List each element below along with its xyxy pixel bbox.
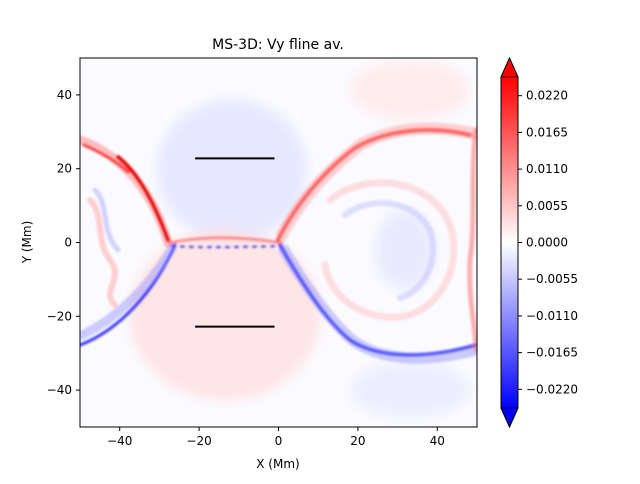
colorbar-outline (500, 56, 519, 429)
background-tints (130, 60, 470, 418)
x-point-blue-spots (171, 245, 281, 249)
colorbar-tick-label: 0.0110 (526, 162, 568, 176)
left-loop-lower-blue-halo (80, 243, 177, 340)
right-loop-inner-ring-2 (342, 200, 437, 301)
right-top-red-tint (350, 60, 470, 120)
colorbar-tick-label: −0.0055 (526, 272, 578, 286)
right-loop-outer-edge (467, 127, 477, 353)
x-tick-label: 40 (430, 434, 445, 448)
y-tick-label: 20 (57, 162, 72, 176)
upper-blue-tint (157, 100, 307, 240)
colorbar-gradient (501, 77, 518, 408)
right-loop-blue-core (375, 210, 435, 290)
lower-red-tint (130, 230, 320, 400)
colorbar-tick-label: 0.0055 (526, 199, 568, 213)
colorbar-tick-label: 0.0165 (526, 125, 568, 139)
x-point-current-sheet (168, 236, 284, 245)
colorbar-extend-low (500, 407, 519, 428)
x-tick-label: 20 (350, 434, 365, 448)
y-tick-label: −40 (47, 383, 72, 397)
plot-area (80, 58, 477, 427)
x-axis-label: X (Mm) (256, 457, 299, 471)
colorbar-tick-label: −0.0165 (526, 346, 578, 360)
right-bottom-blue-tint (350, 362, 470, 418)
x-axis: −40 −20 0 20 40 (107, 427, 445, 448)
x-tick-label: −20 (186, 434, 211, 448)
y-axis: 40 20 0 −20 −40 (47, 88, 80, 397)
loop-boundaries (80, 122, 477, 364)
right-loop-lower-blue-halo (278, 244, 477, 364)
x-tick-label: 0 (275, 434, 283, 448)
colorbar-extend-high (500, 57, 519, 78)
colorbar: 0.0220 0.0165 0.0110 0.0055 0.0000 −0.0055 −0.… (500, 56, 578, 429)
y-axis-label: Y (Mm) (20, 221, 34, 265)
x-tick-label: −40 (107, 434, 132, 448)
right-loop-inner-ring (321, 179, 458, 321)
right-loop-upper-red-halo (276, 122, 477, 241)
colorbar-tick-label: 0.0000 (526, 236, 568, 250)
colorbar-ticks: 0.0220 0.0165 0.0110 0.0055 0.0000 −0.0055 −0.… (518, 89, 578, 396)
left-loop-inner-mix (87, 197, 118, 308)
left-loop-red-filament (116, 155, 170, 242)
left-loop-inner-mix-2 (92, 187, 121, 253)
chart-title: MS-3D: Vy fline av. (212, 37, 344, 53)
colorbar-tick-label: −0.0110 (526, 309, 578, 323)
y-tick-label: −20 (47, 309, 72, 323)
y-tick-label: 40 (57, 88, 72, 102)
left-loop-red-filament-2 (82, 143, 130, 174)
colorbar-tick-label: 0.0220 (526, 89, 568, 103)
y-tick-label: 0 (64, 236, 72, 250)
colorbar-tick-label: −0.0220 (526, 382, 578, 396)
